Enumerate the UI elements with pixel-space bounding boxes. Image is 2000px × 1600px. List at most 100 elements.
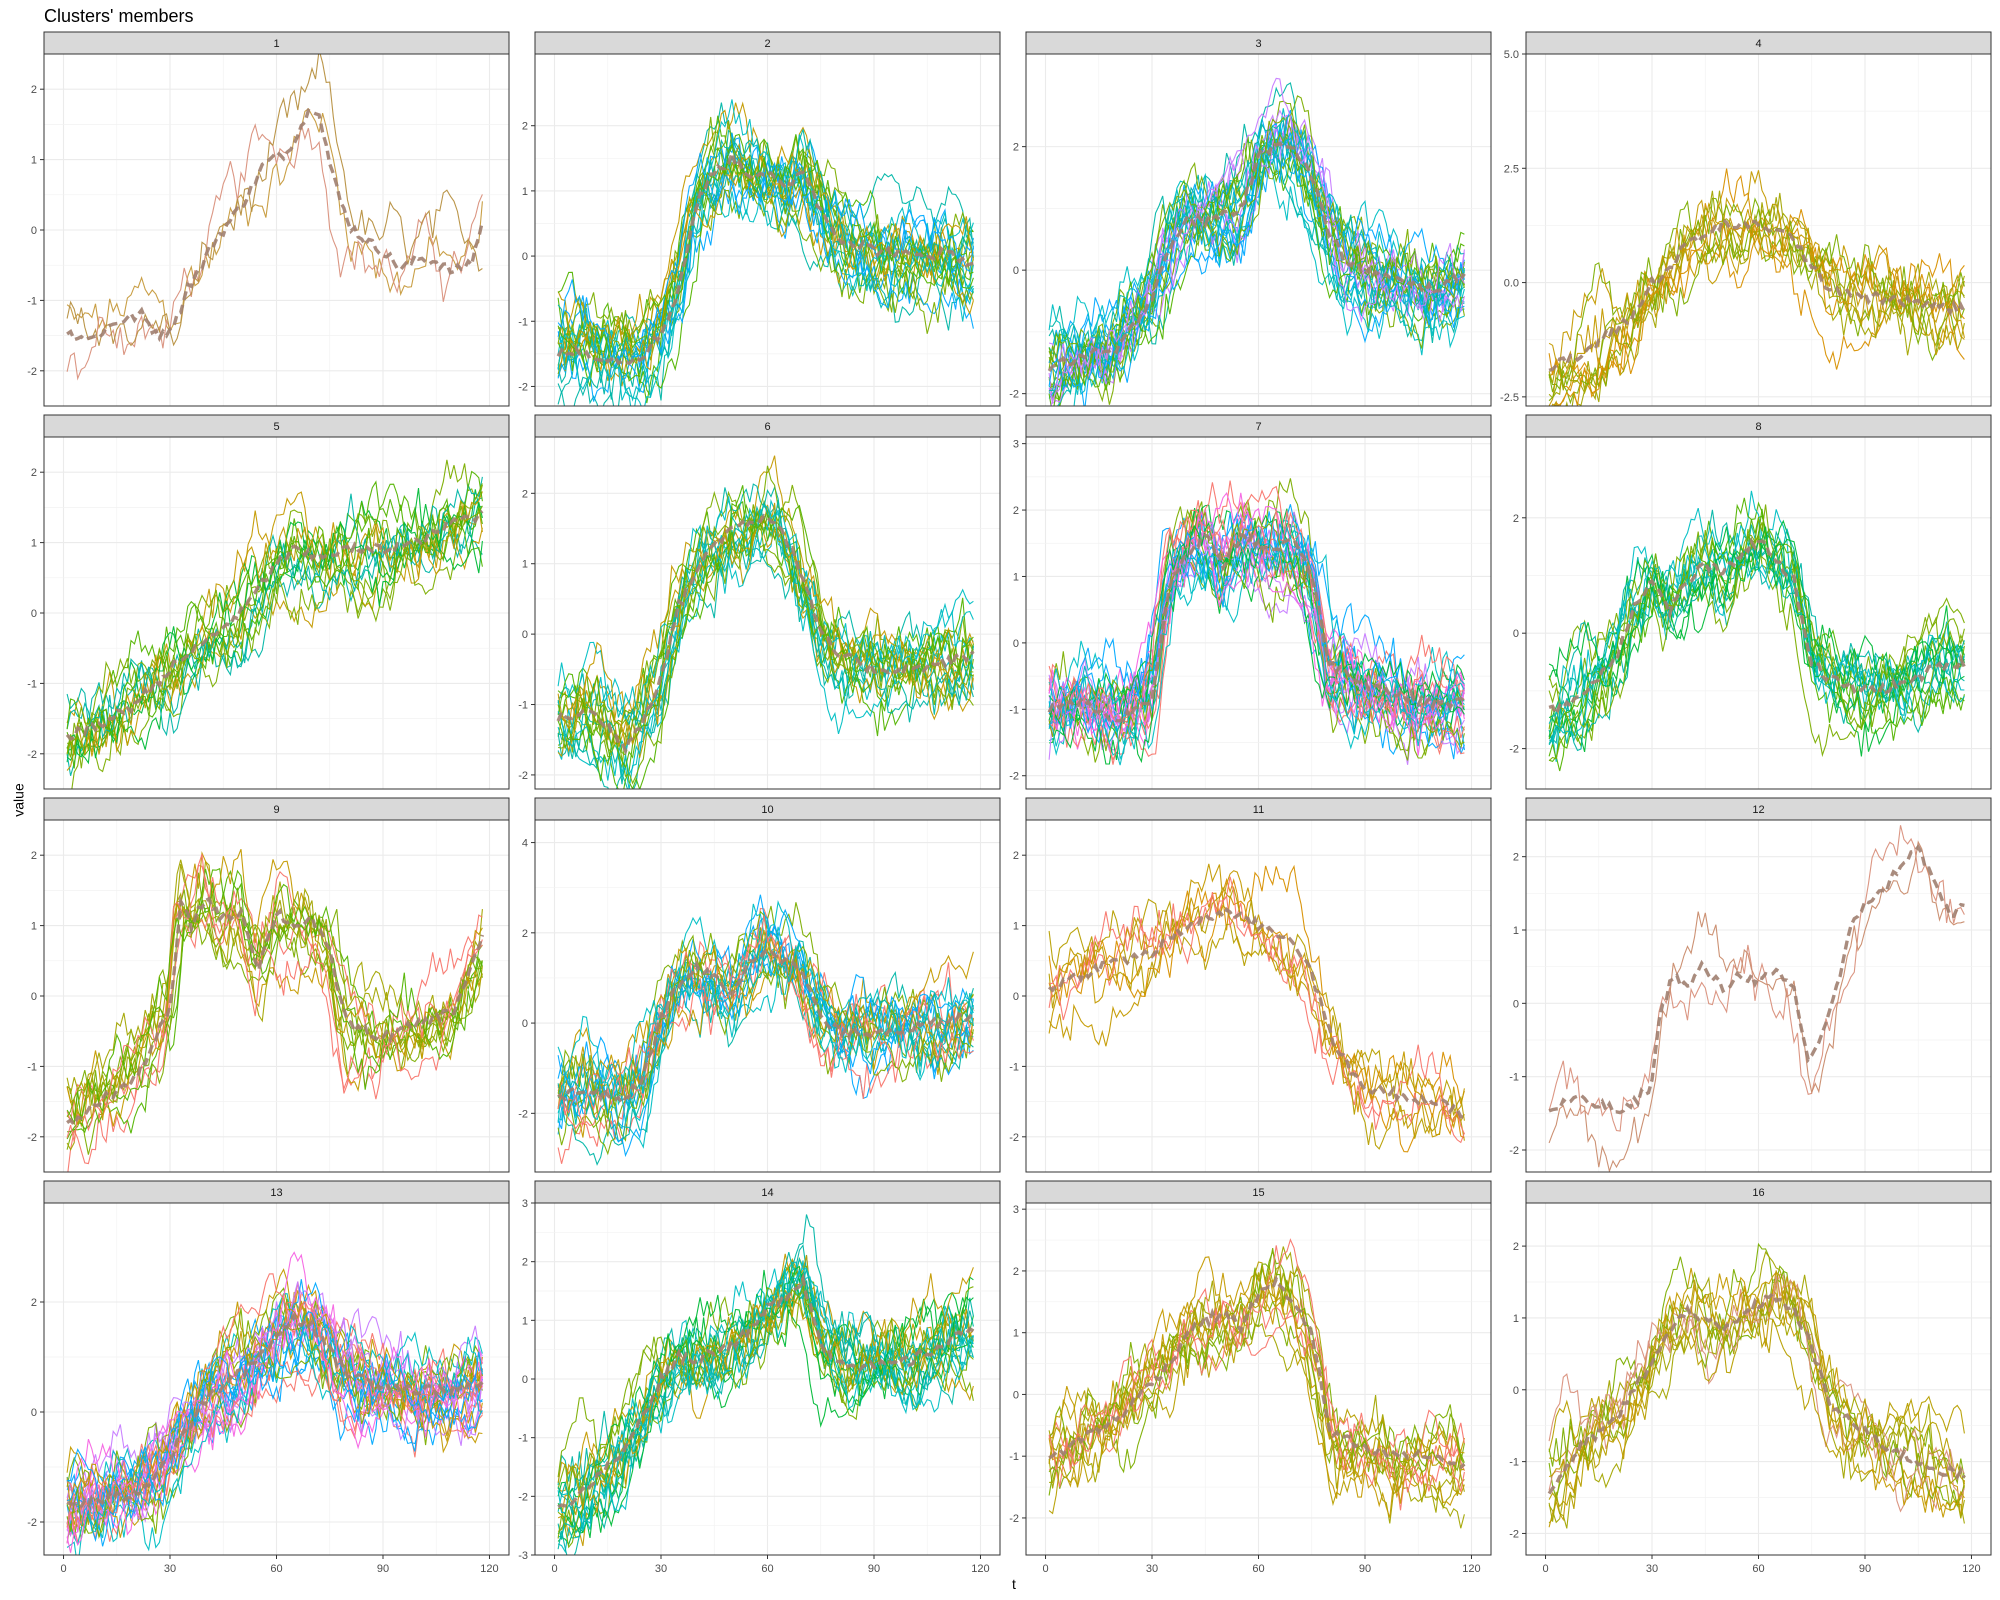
member-series-line xyxy=(66,1316,483,1555)
y-tick-label: 1 xyxy=(31,538,37,550)
centroid-series-line xyxy=(1548,216,1966,373)
centroid-series-line xyxy=(1547,1290,1966,1495)
y-tick-label: -1 xyxy=(1009,1451,1019,1463)
y-tick-label: 0 xyxy=(1513,1385,1519,1397)
series-group xyxy=(66,1251,484,1555)
facet-panel-13: 13 -2 0 2 0 30 60 90 120 xyxy=(27,1180,510,1575)
facet-strip-label: 14 xyxy=(761,1187,773,1199)
member-series-line xyxy=(1048,132,1465,406)
series-group xyxy=(1547,1242,1966,1529)
member-series-line xyxy=(1048,95,1465,380)
y-tick-label: 1 xyxy=(31,155,37,167)
x-tick-label: 60 xyxy=(270,1563,282,1575)
member-series-line xyxy=(1049,876,1465,1144)
facet-strip-label: 16 xyxy=(1752,1187,1764,1199)
member-series-line xyxy=(557,946,974,1123)
x-tick-label: 120 xyxy=(1962,1563,1980,1575)
y-tick-label: 3 xyxy=(1013,439,1019,451)
member-series-line xyxy=(1548,497,1965,740)
y-tick-label: 0 xyxy=(522,1374,528,1386)
y-tick-label: 1 xyxy=(522,559,528,571)
y-tick-label: 2 xyxy=(1013,1266,1019,1278)
y-tick-label: -2 xyxy=(1009,1513,1019,1525)
member-series-line xyxy=(557,115,974,404)
member-series-line xyxy=(557,150,974,406)
series-group xyxy=(1047,863,1465,1153)
facet-panel-9: 9 -2 -1 0 1 2 xyxy=(27,797,510,1173)
member-series-line xyxy=(66,1312,483,1544)
member-series-line xyxy=(1553,197,1965,406)
y-tick-label: 1 xyxy=(522,186,528,198)
centroid-series-line xyxy=(556,147,974,366)
x-tick-label: 90 xyxy=(1359,1563,1371,1575)
series-group xyxy=(1548,168,1966,406)
member-series-line xyxy=(1048,115,1465,405)
member-series-line xyxy=(66,887,483,1104)
y-tick-label: 1 xyxy=(1013,571,1019,583)
member-series-line xyxy=(1548,509,1965,752)
y-tick-label: -2 xyxy=(518,1491,528,1503)
y-tick-label: -2 xyxy=(27,1132,37,1144)
member-series-line xyxy=(557,1268,974,1530)
x-tick-label: 30 xyxy=(1146,1563,1158,1575)
facet-panel-6: 6 -2 -1 0 1 2 xyxy=(518,414,1001,790)
centroid-series-line xyxy=(66,1311,484,1509)
y-tick-label: 1 xyxy=(522,1315,528,1327)
y-tick-label: 0 xyxy=(1013,991,1019,1003)
y-tick-label: 0 xyxy=(1013,1389,1019,1401)
member-series-line xyxy=(557,465,974,754)
y-tick-label: 2 xyxy=(1513,852,1519,864)
y-tick-label: 0 xyxy=(1013,638,1019,650)
series-group xyxy=(557,1214,975,1555)
x-tick-label: 120 xyxy=(480,1563,498,1575)
y-tick-label: 2 xyxy=(522,488,528,500)
centroid-series-line xyxy=(66,108,485,343)
x-tick-label: 120 xyxy=(1462,1563,1480,1575)
y-tick-label: -1 xyxy=(518,316,528,328)
facet-strip-label: 15 xyxy=(1252,1187,1264,1199)
member-series-line xyxy=(66,483,483,755)
member-series-line xyxy=(1048,114,1465,404)
y-tick-label: -1 xyxy=(27,678,37,690)
member-series-line xyxy=(66,1309,483,1547)
member-series-line xyxy=(557,143,974,369)
series-group xyxy=(66,54,485,381)
facet-strip-label: 3 xyxy=(1255,38,1261,50)
centroid-series-line xyxy=(1548,843,1965,1115)
x-tick-label: 0 xyxy=(551,1563,557,1575)
y-tick-label: -1 xyxy=(1509,1072,1519,1084)
x-tick-label: 90 xyxy=(868,1563,880,1575)
panel-border xyxy=(1025,53,1492,407)
y-tick-label: -1 xyxy=(518,1433,528,1445)
member-series-line xyxy=(1048,894,1465,1138)
member-series-line xyxy=(1548,504,1965,730)
panel-border xyxy=(1525,436,1992,790)
x-tick-label: 30 xyxy=(655,1563,667,1575)
y-tick-label: 0 xyxy=(1513,628,1519,640)
y-tick-label: 2 xyxy=(522,121,528,133)
y-tick-label: -1 xyxy=(1509,1457,1519,1469)
member-series-line xyxy=(557,935,974,1110)
facet-panel-7: 7 -2 -1 0 1 2 3 xyxy=(1009,414,1492,790)
centroid-series-line xyxy=(1047,531,1466,723)
member-series-line xyxy=(557,129,974,400)
x-tick-label: 30 xyxy=(1646,1563,1658,1575)
facet-strip-label: 1 xyxy=(273,38,279,50)
member-series-line xyxy=(1548,1279,1965,1457)
facet-strip-label: 2 xyxy=(764,38,770,50)
member-series-line xyxy=(66,1273,483,1530)
panel-grid xyxy=(44,54,509,406)
y-tick-label: -2 xyxy=(1009,1132,1019,1144)
panel-grid xyxy=(535,437,1000,789)
member-series-line xyxy=(1548,1288,1965,1529)
y-tick-label: 2 xyxy=(31,84,37,96)
y-tick-label: -2 xyxy=(27,366,37,378)
facet-panel-8: 8 -2 0 2 xyxy=(1509,414,1992,790)
y-tick-label: 0 xyxy=(1513,998,1519,1010)
y-tick-label: 1 xyxy=(1513,1313,1519,1325)
x-tick-label: 0 xyxy=(1542,1563,1548,1575)
